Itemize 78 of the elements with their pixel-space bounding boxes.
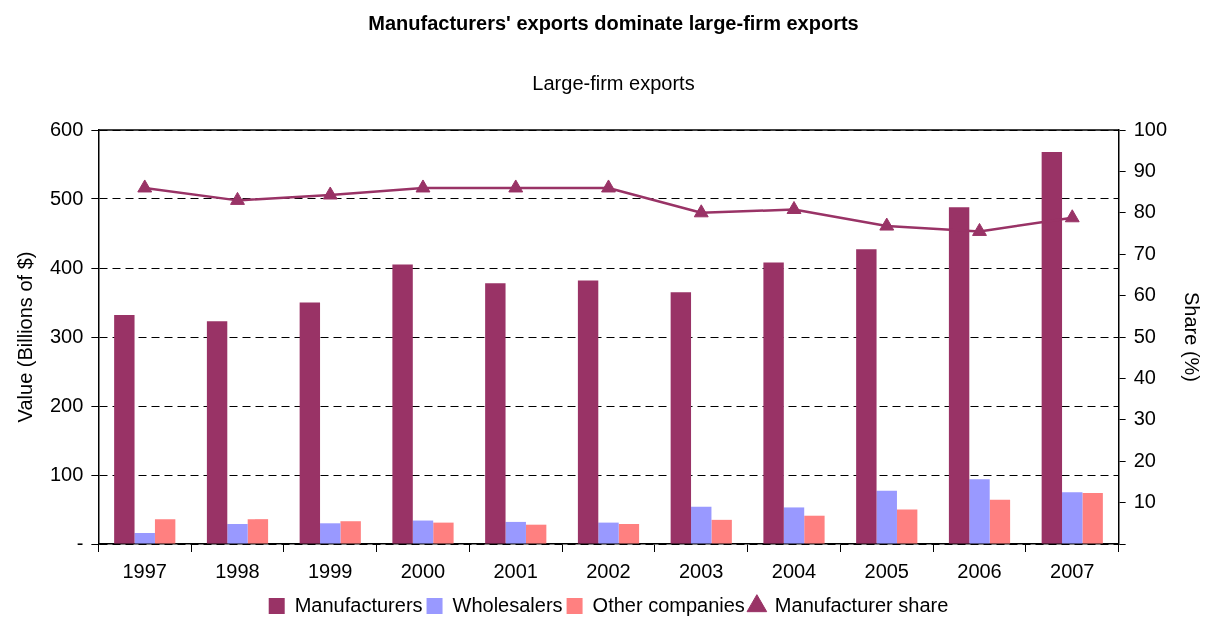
point bbox=[879, 217, 895, 231]
y2-tick-label: 100 bbox=[1133, 117, 1168, 140]
bar bbox=[433, 522, 454, 544]
y2-tick-label: 30 bbox=[1133, 407, 1156, 430]
y-tick-label: 400 bbox=[49, 255, 84, 278]
x-tick-label: 2003 bbox=[679, 559, 724, 582]
x-tick-label: 1997 bbox=[122, 559, 167, 582]
y-tick-label: 200 bbox=[49, 393, 84, 416]
x-tick-label: 2002 bbox=[586, 559, 631, 582]
bar bbox=[340, 521, 361, 544]
y2-tick-label: 60 bbox=[1133, 283, 1156, 306]
bar bbox=[1082, 492, 1103, 544]
bar bbox=[670, 292, 692, 544]
bar bbox=[320, 523, 341, 544]
point bbox=[601, 179, 616, 193]
y-tick-label: 100 bbox=[49, 462, 84, 485]
bar bbox=[763, 262, 784, 544]
legend-label: Other companies bbox=[592, 593, 745, 616]
x-tick-label: 2001 bbox=[493, 559, 538, 582]
bar bbox=[691, 506, 712, 544]
x-tick-label: 1998 bbox=[215, 559, 260, 582]
bar bbox=[299, 302, 321, 544]
point bbox=[137, 179, 153, 193]
bar bbox=[1062, 492, 1083, 544]
legend-label: Wholesalers bbox=[452, 593, 563, 616]
bar bbox=[134, 532, 155, 544]
legend-label: Manufacturer share bbox=[774, 593, 949, 616]
y2-tick-label: 90 bbox=[1133, 158, 1156, 181]
bar bbox=[783, 507, 805, 544]
bar bbox=[505, 521, 526, 544]
y-tick-label: 500 bbox=[49, 186, 84, 209]
bar bbox=[989, 499, 1011, 544]
y-tick-label: 600 bbox=[49, 117, 84, 140]
chart-title: Manufacturers' exports dominate large-firm exports bbox=[367, 12, 860, 35]
legend-label: Manufacturers bbox=[294, 593, 423, 616]
y-tick-label: 300 bbox=[49, 324, 84, 347]
y2-tick-label: 40 bbox=[1133, 365, 1156, 388]
x-tick-label: 2007 bbox=[1050, 559, 1095, 582]
bar bbox=[711, 519, 732, 544]
bar bbox=[227, 523, 248, 544]
point bbox=[415, 179, 431, 193]
y2-tick-label: 70 bbox=[1133, 241, 1156, 264]
x-tick-label: 1999 bbox=[308, 559, 353, 582]
bar bbox=[247, 519, 269, 544]
bar bbox=[577, 280, 599, 544]
bar bbox=[154, 519, 176, 544]
bar bbox=[598, 522, 619, 544]
point bbox=[786, 200, 802, 214]
y2-tick-label: 80 bbox=[1133, 200, 1156, 223]
y2-axis-title: Share (%) bbox=[1181, 291, 1204, 383]
chart-subtitle: Large-firm exports bbox=[531, 72, 696, 95]
x-tick-label: 2005 bbox=[864, 559, 909, 582]
y2-tick-label: 20 bbox=[1133, 448, 1156, 471]
point bbox=[1064, 209, 1080, 223]
bar bbox=[856, 249, 877, 544]
bar bbox=[412, 520, 434, 544]
point bbox=[972, 222, 987, 236]
x-tick-label: 2006 bbox=[957, 559, 1002, 582]
bar bbox=[618, 523, 640, 544]
bar bbox=[485, 283, 506, 544]
bar bbox=[525, 524, 547, 544]
y-tick-label: - bbox=[76, 531, 84, 554]
y2-tick-label: 10 bbox=[1133, 490, 1156, 513]
bar bbox=[392, 264, 413, 544]
point bbox=[693, 204, 709, 218]
y2-tick-label: 50 bbox=[1133, 324, 1156, 347]
bar bbox=[969, 479, 990, 544]
bar bbox=[114, 314, 135, 544]
bar bbox=[804, 515, 825, 544]
point bbox=[322, 186, 338, 200]
y-axis-title: Value (Billions of $) bbox=[13, 251, 36, 423]
bar bbox=[876, 490, 897, 544]
bar bbox=[206, 321, 228, 544]
x-tick-label: 2000 bbox=[400, 559, 446, 582]
point bbox=[508, 179, 524, 193]
point bbox=[230, 191, 245, 205]
bar bbox=[896, 509, 918, 544]
x-tick-label: 2004 bbox=[771, 559, 817, 582]
